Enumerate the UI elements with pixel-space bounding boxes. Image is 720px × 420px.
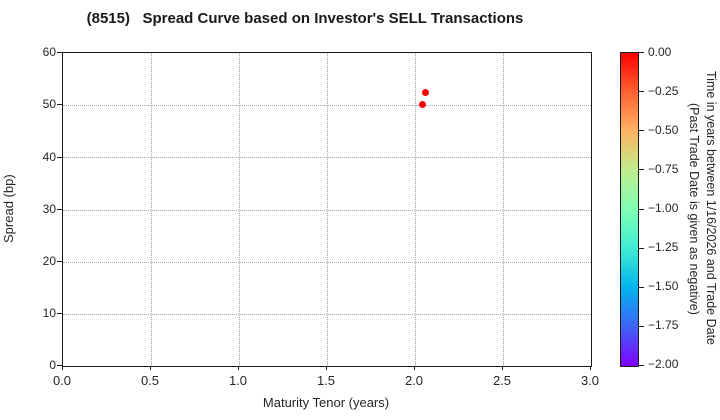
colorbar-tick-label: −0.75 — [648, 162, 679, 176]
y-tickmark — [57, 209, 62, 210]
colorbar-tickmark — [639, 91, 644, 92]
gridline-y — [63, 314, 591, 315]
x-tickmark — [150, 366, 151, 370]
x-tickmark — [502, 366, 503, 370]
colorbar-tickmark — [639, 209, 644, 210]
y-tick-label: 10 — [42, 306, 56, 320]
gridline-x — [151, 53, 152, 366]
colorbar-tick-label: −1.25 — [648, 240, 679, 254]
colorbar-tickmark — [639, 130, 644, 131]
colorbar-tick-label: −1.75 — [648, 318, 679, 332]
x-tickmark — [238, 366, 239, 370]
colorbar-tick-label: −1.50 — [648, 279, 679, 293]
gridline-y — [63, 262, 591, 263]
x-tick-label: 1.0 — [228, 373, 248, 388]
x-axis-label: Maturity Tenor (years) — [262, 395, 390, 410]
gridline-y — [63, 157, 591, 158]
colorbar-tick-label: −1.00 — [648, 201, 679, 215]
plot-area — [62, 52, 592, 367]
y-tickmark — [57, 104, 62, 105]
y-tick-label: 50 — [42, 97, 56, 111]
colorbar — [620, 52, 639, 367]
x-tickmark — [590, 366, 591, 370]
y-tickmark — [57, 261, 62, 262]
y-tick-label: 30 — [42, 202, 56, 216]
colorbar-tick-label: −0.25 — [648, 84, 679, 98]
gridline-y — [63, 210, 591, 211]
colorbar-tickmark — [639, 365, 644, 366]
x-tick-label: 3.0 — [580, 373, 600, 388]
colorbar-tickmark — [639, 287, 644, 288]
gridline-x — [327, 53, 328, 366]
colorbar-tick-label: −0.50 — [648, 123, 679, 137]
y-tick-label: 0 — [49, 358, 56, 372]
y-tickmark — [57, 313, 62, 314]
colorbar-tick-label: −2.00 — [648, 357, 679, 371]
y-tick-label: 60 — [42, 45, 56, 59]
x-tickmark — [414, 366, 415, 370]
colorbar-tickmark — [639, 52, 644, 53]
x-tick-label: 0.5 — [140, 373, 160, 388]
y-axis-label: Spread (bp) — [1, 174, 16, 243]
y-tick-label: 20 — [42, 254, 56, 268]
x-tickmark — [326, 366, 327, 370]
colorbar-tickmark — [639, 326, 644, 327]
gridline-y — [63, 105, 591, 106]
x-tick-label: 0.0 — [52, 373, 72, 388]
gridline-x — [239, 53, 240, 366]
x-tick-label: 2.0 — [404, 373, 424, 388]
x-tick-label: 1.5 — [316, 373, 336, 388]
y-tickmark — [57, 365, 62, 366]
colorbar-tick-label: 0.00 — [648, 45, 672, 59]
data-point — [418, 100, 426, 108]
colorbar-tickmark — [639, 169, 644, 170]
colorbar-label-line1: Time in years between 1/16/2026 and Trad… — [704, 71, 718, 346]
y-tick-label: 40 — [42, 150, 56, 164]
x-tick-label: 2.5 — [492, 373, 512, 388]
y-tickmark — [57, 157, 62, 158]
gridline-x — [503, 53, 504, 366]
gridline-x — [415, 53, 416, 366]
data-point — [422, 89, 430, 97]
colorbar-tickmark — [639, 248, 644, 249]
colorbar-axis-label: Time in years between 1/16/2026 and Trad… — [685, 48, 719, 369]
chart-title: (8515) Spread Curve based on Investor's … — [86, 10, 524, 27]
x-tickmark — [62, 366, 63, 370]
colorbar-label-line2: (Past Trade Date is given as negative) — [687, 102, 701, 315]
y-tickmark — [57, 52, 62, 53]
